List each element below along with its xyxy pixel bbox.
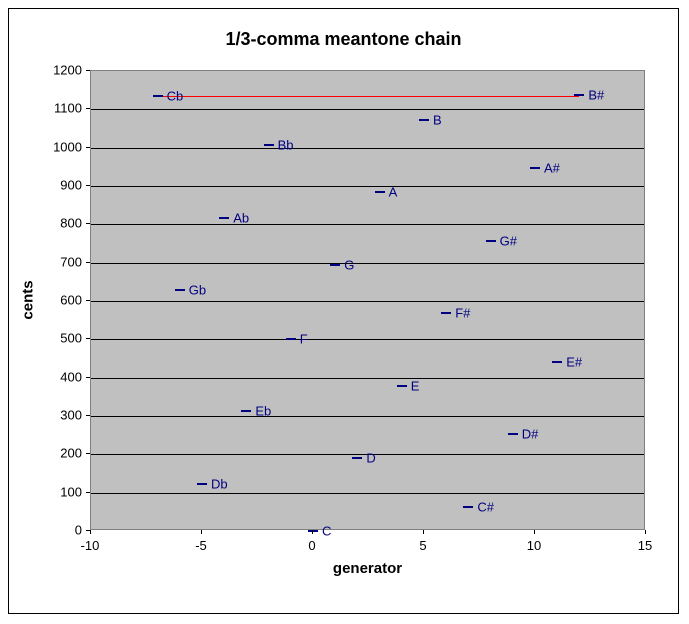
ytick-label: 1200 (46, 63, 82, 78)
data-point-marker (352, 457, 362, 459)
ytick-mark (86, 147, 90, 148)
data-point-label: F# (455, 306, 470, 321)
ytick-mark (86, 377, 90, 378)
data-point-label: Db (211, 476, 228, 491)
data-point-marker (197, 483, 207, 485)
data-point-marker (175, 289, 185, 291)
ytick-mark (86, 338, 90, 339)
data-point-marker (264, 144, 274, 146)
ytick-label: 300 (46, 408, 82, 423)
data-point-label: D (366, 451, 375, 466)
ytick-mark (86, 70, 90, 71)
gridline-h (91, 224, 644, 225)
data-point-marker (286, 338, 296, 340)
data-point-marker (375, 191, 385, 193)
gridline-h (91, 109, 644, 110)
xtick-label: 0 (308, 538, 315, 553)
ytick-mark (86, 262, 90, 263)
xtick-mark (201, 530, 202, 534)
ytick-label: 700 (46, 254, 82, 269)
data-point-label: A# (544, 161, 560, 176)
data-point-marker (219, 217, 229, 219)
xtick-mark (312, 530, 313, 534)
gridline-h (91, 263, 644, 264)
gridline-h (91, 148, 644, 149)
data-point-label: G# (500, 233, 517, 248)
data-point-marker (419, 119, 429, 121)
gridline-h (91, 493, 644, 494)
gridline-h (91, 301, 644, 302)
data-point-label: Ab (233, 210, 249, 225)
xtick-mark (90, 530, 91, 534)
chart-title: 1/3-comma meantone chain (9, 29, 678, 50)
ytick-label: 200 (46, 446, 82, 461)
xtick-label: -10 (81, 538, 100, 553)
ytick-mark (86, 185, 90, 186)
ytick-label: 800 (46, 216, 82, 231)
xtick-mark (534, 530, 535, 534)
plot-area: CbGbDbAbEbBbFCGDAEBF#C#G#D#A#E#B# (90, 70, 645, 530)
gridline-h (91, 186, 644, 187)
data-point-label: E (411, 378, 420, 393)
ytick-label: 100 (46, 484, 82, 499)
gridline-h (91, 339, 644, 340)
ytick-mark (86, 453, 90, 454)
reference-line (158, 96, 580, 97)
data-point-marker (241, 410, 251, 412)
ytick-label: 600 (46, 293, 82, 308)
data-point-label: A (389, 185, 398, 200)
data-point-label: F (300, 331, 308, 346)
data-point-label: C# (477, 499, 494, 514)
xtick-label: 15 (638, 538, 652, 553)
gridline-h (91, 416, 644, 417)
ytick-label: 1100 (46, 101, 82, 116)
ytick-label: 0 (46, 523, 82, 538)
data-point-label: Cb (167, 89, 184, 104)
y-axis-label: cents (20, 280, 37, 319)
data-point-label: Eb (255, 404, 271, 419)
xtick-label: -5 (195, 538, 207, 553)
data-point-marker (552, 361, 562, 363)
xtick-label: 10 (527, 538, 541, 553)
ytick-label: 400 (46, 369, 82, 384)
data-point-marker (463, 506, 473, 508)
ytick-label: 500 (46, 331, 82, 346)
data-point-label: E# (566, 354, 582, 369)
ytick-mark (86, 415, 90, 416)
ytick-mark (86, 492, 90, 493)
xtick-label: 5 (419, 538, 426, 553)
data-point-label: B (433, 112, 442, 127)
data-point-marker (397, 385, 407, 387)
ytick-mark (86, 108, 90, 109)
data-point-marker (330, 264, 340, 266)
data-point-marker (441, 312, 451, 314)
data-point-label: C (322, 524, 331, 539)
data-point-label: Gb (189, 283, 206, 298)
data-point-label: B# (588, 88, 604, 103)
data-point-marker (486, 240, 496, 242)
ytick-label: 900 (46, 178, 82, 193)
ytick-mark (86, 300, 90, 301)
x-axis-label: generator (333, 560, 402, 577)
data-point-label: D# (522, 427, 539, 442)
xtick-mark (423, 530, 424, 534)
data-point-marker (508, 433, 518, 435)
data-point-marker (153, 95, 163, 97)
xtick-mark (645, 530, 646, 534)
gridline-h (91, 378, 644, 379)
data-point-marker (574, 94, 584, 96)
data-point-label: Bb (278, 137, 294, 152)
ytick-label: 1000 (46, 139, 82, 154)
ytick-mark (86, 223, 90, 224)
data-point-marker (308, 530, 318, 532)
chart-frame: 1/3-comma meantone chain Cb Gb Db Ab Eb Bb F C G… (8, 8, 679, 614)
data-point-marker (530, 167, 540, 169)
data-point-label: G (344, 257, 354, 272)
